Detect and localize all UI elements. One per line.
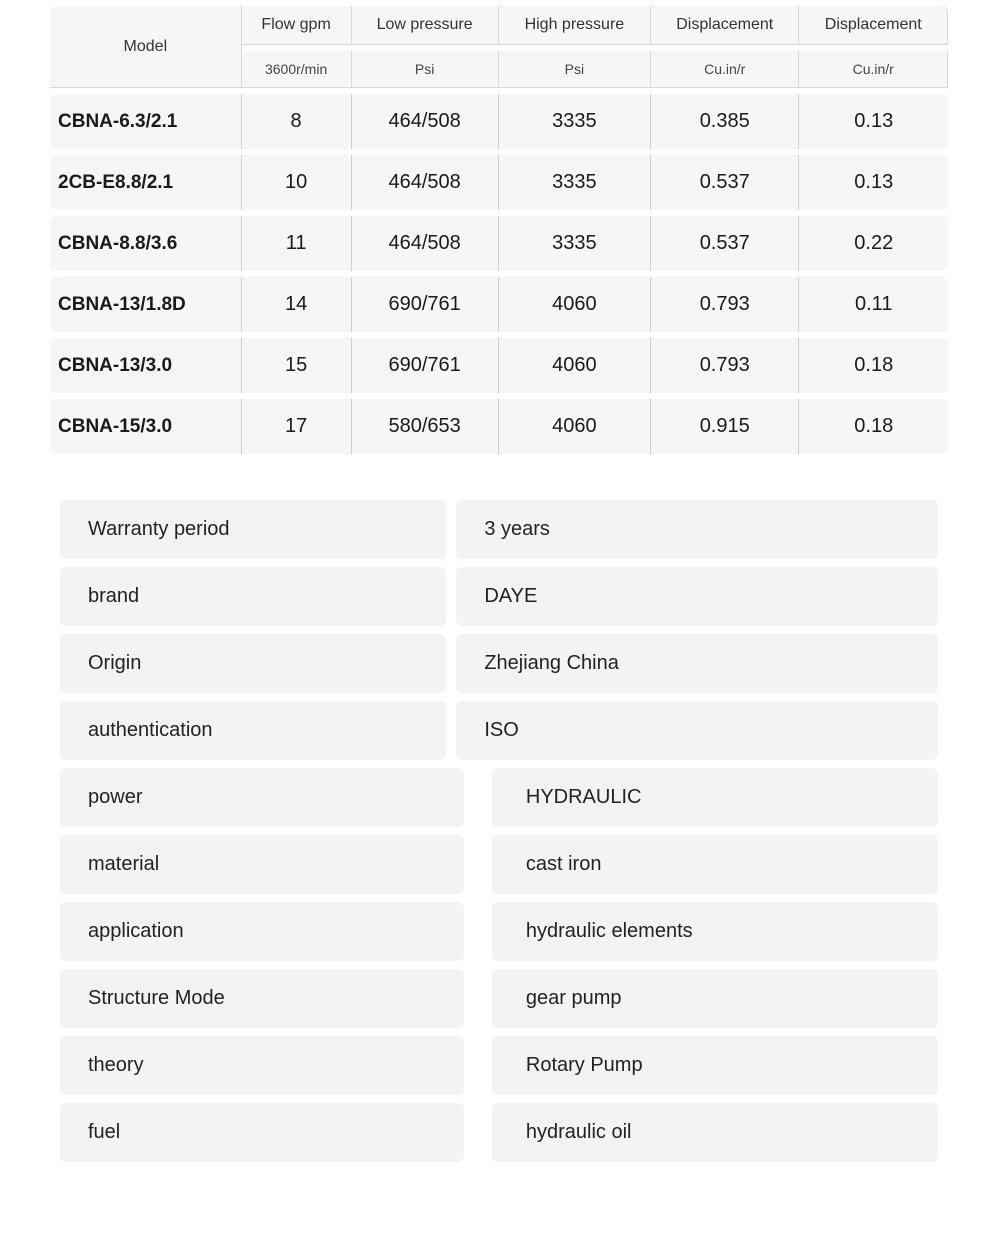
cell-disp1: 0.385 — [651, 94, 799, 149]
cell-disp2: 0.22 — [799, 216, 948, 271]
col-model: Model — [50, 6, 242, 88]
cell-high: 4060 — [499, 277, 651, 332]
attribute-label: brand — [60, 567, 446, 626]
cell-flow: 14 — [242, 277, 352, 332]
attribute-label: Structure Mode — [60, 969, 464, 1028]
cell-low: 690/761 — [352, 338, 499, 393]
attribute-label: theory — [60, 1036, 464, 1095]
cell-model: CBNA-8.8/3.6 — [50, 216, 242, 271]
cell-disp2: 0.18 — [799, 399, 948, 454]
attribute-row: theory Rotary Pump — [60, 1036, 938, 1095]
attribute-row: Warranty period3 years — [60, 500, 938, 559]
attribute-label: authentication — [60, 701, 446, 760]
cell-disp1: 0.915 — [651, 399, 799, 454]
attribute-label: fuel — [60, 1103, 464, 1162]
attribute-value: hydraulic elements — [492, 902, 938, 961]
unit-low: Psi — [352, 51, 499, 88]
unit-disp1: Cu.in/r — [651, 51, 799, 88]
cell-high: 3335 — [499, 216, 651, 271]
cell-low: 464/508 — [352, 94, 499, 149]
attribute-label: application — [60, 902, 464, 961]
attribute-value: hydraulic oil — [492, 1103, 938, 1162]
table-row: CBNA-13/3.015690/76140600.7930.18 — [50, 338, 948, 393]
cell-disp1: 0.793 — [651, 338, 799, 393]
cell-disp2: 0.11 — [799, 277, 948, 332]
cell-model: CBNA-6.3/2.1 — [50, 94, 242, 149]
table-row: CBNA-6.3/2.18464/50833350.3850.13 — [50, 94, 948, 149]
attribute-label: power — [60, 768, 464, 827]
attribute-label: material — [60, 835, 464, 894]
cell-low: 690/761 — [352, 277, 499, 332]
spec-table-body: CBNA-6.3/2.18464/50833350.3850.132CB-E8.… — [50, 94, 948, 454]
col-disp2: Displacement — [799, 6, 948, 45]
attribute-row: brandDAYE — [60, 567, 938, 626]
cell-flow: 8 — [242, 94, 352, 149]
attribute-row: Structure Mode gear pump — [60, 969, 938, 1028]
cell-model: 2CB-E8.8/2.1 — [50, 155, 242, 210]
col-high: High pressure — [499, 6, 651, 45]
attribute-label: Origin — [60, 634, 446, 693]
cell-high: 4060 — [499, 338, 651, 393]
unit-high: Psi — [499, 51, 651, 88]
col-disp1: Displacement — [651, 6, 799, 45]
attribute-value: cast iron — [492, 835, 938, 894]
table-row: CBNA-13/1.8D14690/76140600.7930.11 — [50, 277, 948, 332]
col-low: Low pressure — [352, 6, 499, 45]
cell-model: CBNA-13/1.8D — [50, 277, 242, 332]
attribute-row: authenticationISO — [60, 701, 938, 760]
attribute-value: DAYE — [456, 567, 938, 626]
attribute-row: material cast iron — [60, 835, 938, 894]
attribute-label: Warranty period — [60, 500, 446, 559]
attribute-value: 3 years — [456, 500, 938, 559]
attribute-value: Zhejiang China — [456, 634, 938, 693]
table-row: 2CB-E8.8/2.110464/50833350.5370.13 — [50, 155, 948, 210]
cell-disp2: 0.18 — [799, 338, 948, 393]
attribute-list: Warranty period3 yearsbrandDAYEOriginZhe… — [0, 500, 998, 1210]
attribute-value: ISO — [456, 701, 938, 760]
cell-low: 464/508 — [352, 155, 499, 210]
table-row: CBNA-8.8/3.611464/50833350.5370.22 — [50, 216, 948, 271]
cell-flow: 17 — [242, 399, 352, 454]
spec-table: Model Flow gpm Low pressure High pressur… — [50, 0, 948, 460]
attribute-row: power HYDRAULIC — [60, 768, 938, 827]
cell-flow: 15 — [242, 338, 352, 393]
cell-low: 464/508 — [352, 216, 499, 271]
unit-flow: 3600r/min — [242, 51, 352, 88]
cell-high: 3335 — [499, 94, 651, 149]
cell-high: 3335 — [499, 155, 651, 210]
attribute-value: gear pump — [492, 969, 938, 1028]
attribute-row: fuel hydraulic oil — [60, 1103, 938, 1162]
spec-table-container: Model Flow gpm Low pressure High pressur… — [0, 0, 998, 500]
cell-low: 580/653 — [352, 399, 499, 454]
attribute-value: Rotary Pump — [492, 1036, 938, 1095]
col-flow: Flow gpm — [242, 6, 352, 45]
cell-disp1: 0.537 — [651, 216, 799, 271]
cell-disp2: 0.13 — [799, 94, 948, 149]
table-row: CBNA-15/3.017580/65340600.9150.18 — [50, 399, 948, 454]
cell-model: CBNA-13/3.0 — [50, 338, 242, 393]
cell-high: 4060 — [499, 399, 651, 454]
cell-disp2: 0.13 — [799, 155, 948, 210]
cell-model: CBNA-15/3.0 — [50, 399, 242, 454]
attribute-row: OriginZhejiang China — [60, 634, 938, 693]
cell-disp1: 0.793 — [651, 277, 799, 332]
cell-disp1: 0.537 — [651, 155, 799, 210]
spec-table-header: Model Flow gpm Low pressure High pressur… — [50, 6, 948, 88]
cell-flow: 10 — [242, 155, 352, 210]
attribute-value: HYDRAULIC — [492, 768, 938, 827]
unit-disp2: Cu.in/r — [799, 51, 948, 88]
attribute-row: application hydraulic elements — [60, 902, 938, 961]
cell-flow: 11 — [242, 216, 352, 271]
